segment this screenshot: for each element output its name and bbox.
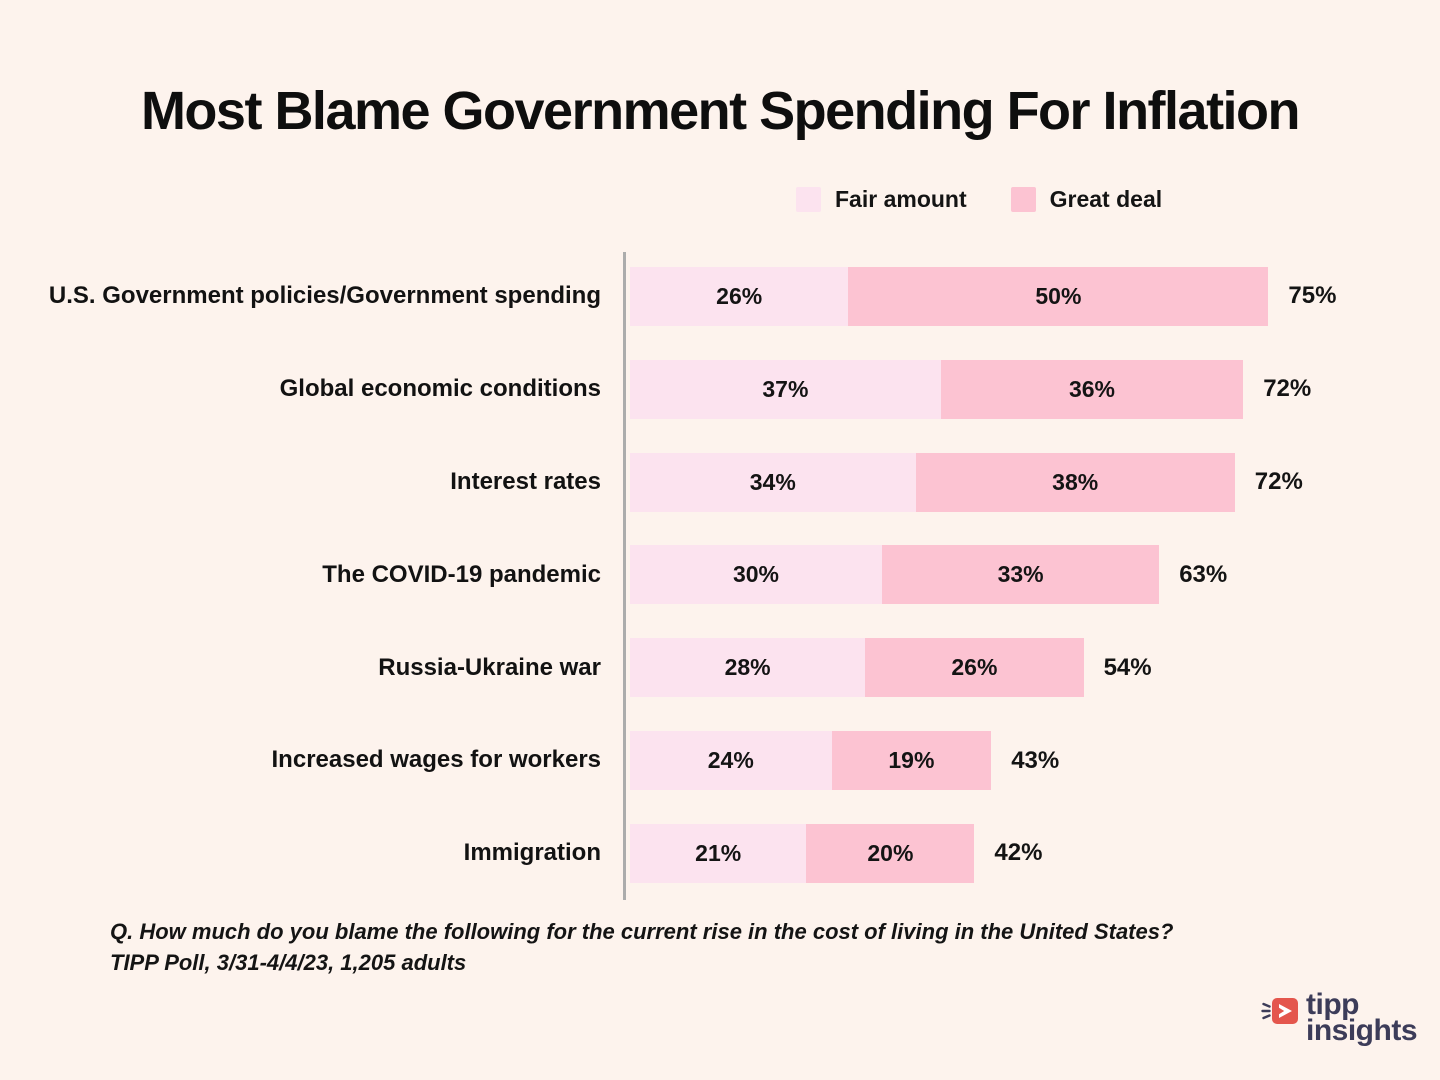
segment-value-fair: 37% <box>762 375 809 402</box>
chart-row: Immigration 21% 20% 42% <box>0 807 1440 900</box>
total-value: 72% <box>1254 468 1303 496</box>
tipp-insights-logo: tipp insights <box>1260 988 1418 1047</box>
legend-item-great-deal: Great deal <box>1010 186 1163 213</box>
total-value: 54% <box>1103 653 1152 681</box>
chart-row: The COVID-19 pandemic 30% 33% 63% <box>0 529 1440 622</box>
segment-value-great: 36% <box>1068 375 1116 402</box>
chart-title: Most Blame Government Spending For Infla… <box>140 81 1301 141</box>
category-label: Global economic conditions <box>279 375 601 403</box>
legend-swatch-great <box>1010 187 1036 212</box>
footnote-source: TIPP Poll, 3/31-4/4/23, 1,205 adults <box>110 950 467 975</box>
segment-value-great: 20% <box>867 839 914 866</box>
chart-row: Increased wages for workers 24% 19% 43% <box>0 714 1440 807</box>
bar-segment-fair: 26% <box>630 266 849 326</box>
bar-segment-great: 19% <box>831 731 992 791</box>
legend-label-great: Great deal <box>1049 186 1163 212</box>
stacked-bar: 24% 19% 43% <box>630 731 1060 791</box>
total-value: 72% <box>1263 375 1312 403</box>
category-label: Increased wages for workers <box>271 746 601 774</box>
category-label: Interest rates <box>450 467 601 495</box>
tipp-logo-arrow-icon <box>1261 998 1298 1024</box>
segment-value-fair: 21% <box>695 839 742 866</box>
total-value: 42% <box>994 839 1043 867</box>
legend-item-fair-amount: Fair amount <box>796 186 967 213</box>
chart-row: Russia-Ukraine war 28% 26% 54% <box>0 621 1440 714</box>
stacked-bar: 28% 26% 54% <box>630 638 1152 698</box>
bar-segment-fair: 28% <box>630 638 866 698</box>
bar-segment-great: 36% <box>940 359 1244 419</box>
legend-swatch-fair <box>796 187 821 212</box>
bar-segment-fair: 30% <box>630 545 882 605</box>
bar-segment-fair: 34% <box>630 452 916 512</box>
plot-area: U.S. Government policies/Government spen… <box>0 250 1440 900</box>
logo-line-tipp: tipp <box>1306 988 1359 1021</box>
bar-segment-great: 20% <box>806 823 975 883</box>
segment-value-fair: 26% <box>716 282 763 309</box>
bar-segment-great: 26% <box>865 638 1084 698</box>
total-value: 63% <box>1179 560 1228 588</box>
segment-value-fair: 24% <box>707 747 754 774</box>
chart-row: U.S. Government policies/Government spen… <box>0 250 1440 343</box>
bar-segment-fair: 21% <box>630 823 807 883</box>
bar-segment-great: 33% <box>882 545 1160 605</box>
stacked-bar: 34% 38% 72% <box>630 452 1303 512</box>
logo-line-insights: insights <box>1306 1014 1418 1047</box>
chart-row: Interest rates 34% 38% 72% <box>0 436 1440 529</box>
segment-value-great: 50% <box>1035 282 1082 309</box>
stacked-bar: 26% 50% 75% <box>630 266 1337 326</box>
stacked-bar: 37% 36% 72% <box>630 359 1312 419</box>
chart-row: Global economic conditions 37% 36% 72% <box>0 343 1440 436</box>
logo-wordmark: tipp insights <box>1306 988 1418 1047</box>
category-label: U.S. Government policies/Government spen… <box>48 282 601 310</box>
footnote: Q. How much do you blame the following f… <box>110 916 1173 978</box>
segment-value-great: 26% <box>951 654 998 681</box>
footnote-question: Q. How much do you blame the following f… <box>110 919 1174 944</box>
category-label: The COVID-19 pandemic <box>322 560 601 588</box>
bar-segment-fair: 24% <box>630 731 832 791</box>
segment-value-fair: 28% <box>724 654 771 681</box>
category-label: Russia-Ukraine war <box>378 653 601 681</box>
bar-segment-great: 38% <box>915 452 1235 512</box>
segment-value-great: 38% <box>1052 468 1099 495</box>
legend-label-fair: Fair amount <box>835 186 967 212</box>
legend: Fair amount Great deal <box>796 186 1162 213</box>
segment-value-fair: 30% <box>732 561 780 588</box>
bar-segment-great: 50% <box>848 266 1269 326</box>
segment-value-fair: 34% <box>749 468 796 495</box>
segment-value-great: 33% <box>997 561 1044 588</box>
stacked-bar: 30% 33% 63% <box>630 545 1228 605</box>
category-label: Immigration <box>463 839 601 867</box>
axis-baseline <box>623 252 626 900</box>
total-value: 43% <box>1011 746 1060 774</box>
total-value: 75% <box>1288 282 1337 310</box>
stacked-bar: 21% 20% 42% <box>630 823 1043 883</box>
bar-segment-fair: 37% <box>630 359 941 419</box>
segment-value-great: 19% <box>888 747 935 774</box>
